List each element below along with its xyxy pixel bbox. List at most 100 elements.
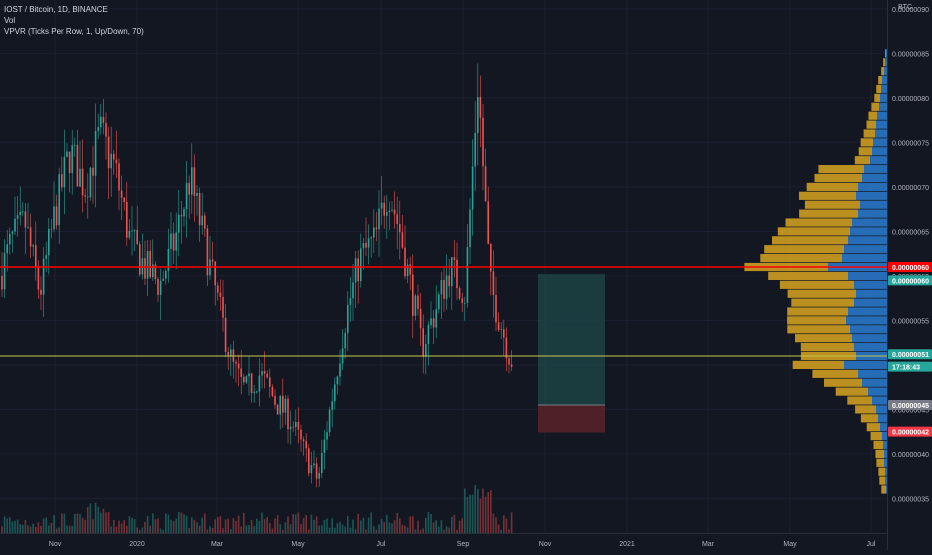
- volume-bar: [253, 525, 255, 534]
- volume-bar: [180, 512, 183, 534]
- candle-body: [204, 215, 206, 229]
- volume-bar: [79, 513, 81, 534]
- volume-bar: [217, 517, 219, 534]
- candle-body: [321, 452, 323, 474]
- candle-body: [471, 166, 474, 210]
- candle-body: [469, 209, 471, 248]
- volume-bar: [63, 513, 66, 534]
- volume-bar: [19, 523, 21, 534]
- symbol-title[interactable]: IOST / Bitcoin, 1D, BINANCE: [4, 5, 108, 14]
- candle-body: [144, 258, 146, 279]
- volume-bar: [154, 519, 157, 534]
- volume-bar: [282, 529, 284, 534]
- volume-bar: [276, 514, 279, 534]
- vpvr-bar-down: [860, 138, 873, 147]
- candle-body: [422, 328, 424, 357]
- volume-bar: [370, 512, 372, 534]
- vpvr-bar-up: [854, 280, 888, 289]
- volume-bar: [152, 513, 154, 534]
- candle-body: [344, 332, 346, 349]
- vpvr-bar-up: [844, 245, 888, 254]
- candle-body: [479, 97, 482, 118]
- vpvr-bar-down: [814, 173, 862, 183]
- volume-bar: [201, 517, 203, 534]
- volume-bar: [505, 518, 508, 534]
- volume-bar: [453, 514, 456, 534]
- candle-body: [482, 117, 484, 167]
- volume-bar: [456, 529, 458, 534]
- vpvr-bar-up: [883, 440, 888, 450]
- volume-bar: [188, 528, 190, 534]
- candle-body: [456, 259, 458, 289]
- volume-bar: [323, 519, 326, 534]
- volume-bar: [84, 519, 86, 534]
- volume-bar: [29, 526, 32, 534]
- vpvr-bar-up: [881, 84, 888, 94]
- volume-bar: [141, 527, 144, 534]
- volume-bar: [471, 494, 474, 534]
- candle-body: [50, 228, 53, 230]
- volume-bar: [16, 519, 19, 534]
- candle-body: [430, 318, 432, 326]
- vpvr-bar-up: [848, 271, 888, 280]
- vpvr-bar-down: [835, 387, 868, 396]
- candle-body: [185, 182, 188, 210]
- volume-indicator-label[interactable]: Vol: [4, 16, 16, 25]
- candle-body: [165, 270, 167, 279]
- volume-bar: [11, 521, 14, 534]
- candle-body: [362, 242, 365, 249]
- candle-body: [487, 201, 489, 244]
- price-scale[interactable]: [887, 0, 932, 550]
- candle-body: [383, 202, 385, 216]
- vpvr-bar-down: [878, 467, 885, 476]
- candle-body: [222, 297, 224, 318]
- candle-body: [497, 322, 500, 331]
- candle-body: [347, 304, 349, 333]
- volume-bar: [157, 518, 159, 534]
- candle-body: [263, 371, 266, 374]
- volume-bar: [100, 512, 102, 534]
- vpvr-bar-up: [854, 298, 888, 307]
- time-scale[interactable]: [0, 533, 888, 550]
- vpvr-bar-down: [874, 93, 880, 102]
- candle-body: [505, 337, 508, 359]
- volume-bar: [185, 515, 188, 534]
- candle-body: [274, 396, 276, 405]
- vpvr-bar-down: [764, 245, 844, 254]
- volume-bar: [510, 512, 513, 534]
- candle-body: [79, 168, 81, 187]
- volume-bar: [183, 514, 185, 534]
- candle-body: [245, 376, 248, 383]
- volume-bar: [48, 525, 50, 534]
- chart-legend: IOST / Bitcoin, 1D, BINANCE Vol VPVR (Ti…: [4, 4, 144, 37]
- vpvr-bar-down: [779, 280, 854, 289]
- vpvr-bar-up: [876, 405, 888, 414]
- candle-body: [339, 363, 341, 377]
- candle-body: [183, 209, 185, 217]
- candle-body: [198, 192, 201, 226]
- candle-body: [334, 384, 336, 402]
- candle-body: [120, 190, 123, 198]
- candle-body: [445, 275, 448, 299]
- volume-bar: [482, 488, 484, 534]
- volume-bar: [68, 525, 71, 534]
- vpvr-bar-up: [854, 343, 888, 352]
- vpvr-bar-down: [854, 156, 870, 165]
- volume-bar: [274, 518, 276, 534]
- volume-bar: [258, 520, 261, 534]
- candle-body: [37, 267, 40, 290]
- candle-body: [217, 285, 219, 293]
- volume-bar: [105, 512, 107, 534]
- vpvr-indicator-label[interactable]: VPVR (Ticks Per Row, 1, Up/Down, 70): [4, 27, 144, 36]
- candle-body: [438, 294, 440, 310]
- candle-body: [175, 232, 177, 251]
- volume-bar: [87, 507, 89, 534]
- vpvr-bar-down: [792, 360, 844, 369]
- vpvr-bar-down: [806, 182, 858, 191]
- candle-body: [240, 368, 242, 377]
- candle-body: [508, 358, 510, 365]
- candle-body: [284, 398, 287, 413]
- candle-body: [349, 298, 352, 305]
